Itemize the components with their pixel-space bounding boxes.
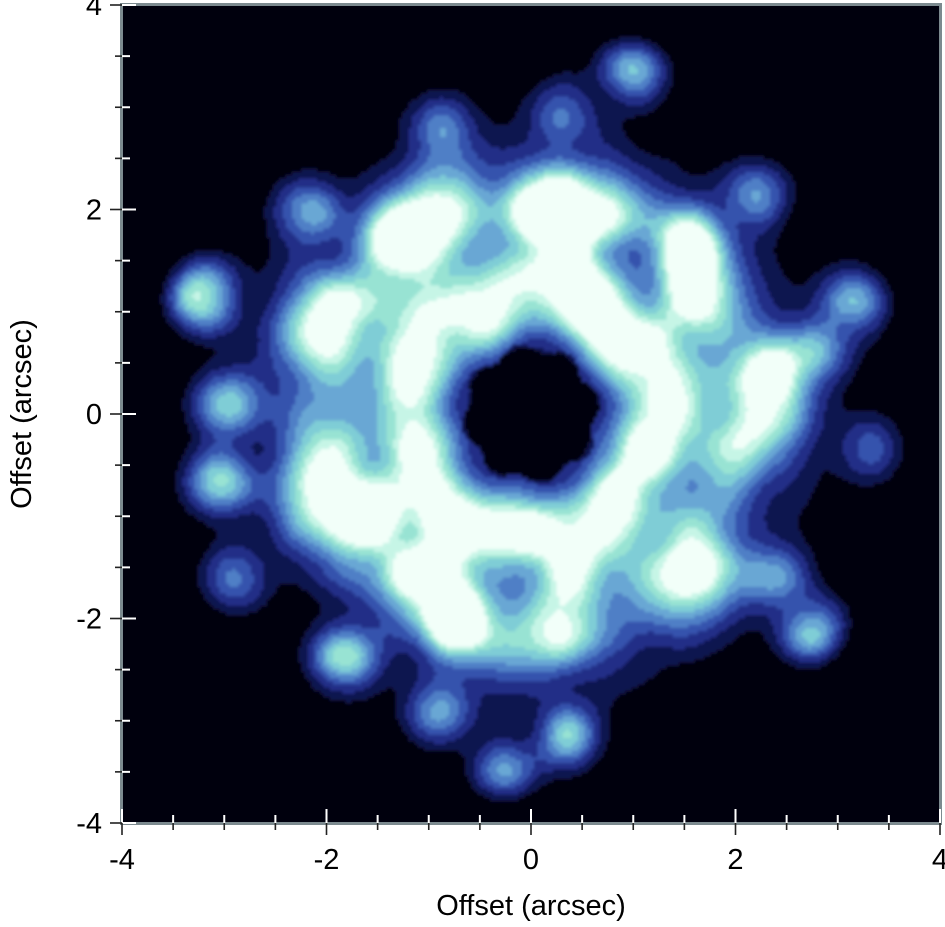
x-tick-label: 4 (932, 844, 945, 876)
y-tick-label: -4 (76, 808, 102, 840)
y-tick-label: 4 (86, 0, 102, 22)
y-tick-label: -2 (76, 604, 102, 636)
y-tick-label: 0 (86, 399, 102, 431)
y-axis-title: Offset (arcsec) (6, 319, 38, 509)
x-tick-label: 2 (727, 844, 743, 876)
contour-image (122, 5, 940, 823)
axis-tick-labels: -4 -2 0 2 4 -4 -2 0 2 4 (76, 0, 945, 876)
intensity-map (122, 5, 940, 823)
axis-ticks (110, 4, 941, 835)
x-tick-label: -4 (109, 844, 135, 876)
x-tick-label: 0 (523, 844, 539, 876)
x-tick-label: -2 (314, 844, 340, 876)
y-tick-label: 2 (86, 195, 102, 227)
x-axis-title: Offset (arcsec) (436, 890, 626, 922)
